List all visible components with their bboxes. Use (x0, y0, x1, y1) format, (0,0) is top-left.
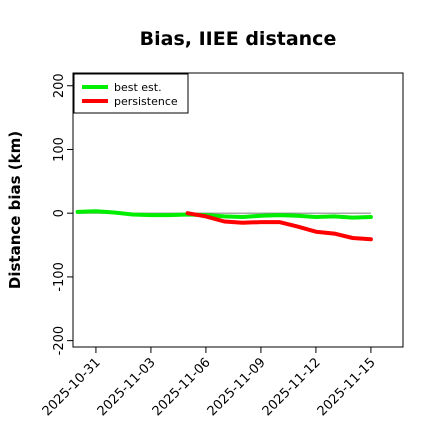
x-tick-label: 2025-11-03 (95, 355, 159, 419)
plot-area (75, 209, 373, 242)
y-tick-label: -100 (52, 262, 67, 292)
y-tick-label: 100 (52, 137, 67, 162)
chart-title: Bias, IIEE distance (140, 28, 337, 50)
y-axis: -200 -100 0 100 200 (52, 73, 73, 355)
x-tick-label: 2025-11-09 (205, 355, 269, 419)
x-axis: 2025-10-312025-11-032025-11-062025-11-09… (40, 347, 379, 419)
series-line-persistence (185, 211, 373, 242)
legend-box (73, 73, 189, 114)
x-tick-label: 2025-11-12 (260, 355, 324, 419)
x-tick-label: 2025-10-31 (40, 355, 104, 419)
legend-label-best-est: best est. (114, 81, 162, 94)
plot-frame (72, 72, 404, 348)
y-tick-label: -200 (52, 326, 67, 356)
legend-label-persistence: persistence (114, 95, 178, 108)
series-line-best-est (75, 209, 373, 220)
legend: best est.persistence (73, 73, 189, 114)
y-axis-label: Distance bias (km) (6, 131, 24, 289)
y-tick-label: 0 (52, 209, 67, 217)
y-tick-label: 200 (52, 73, 67, 98)
x-tick-label: 2025-11-06 (150, 355, 214, 419)
x-tick-label: 2025-11-15 (315, 355, 379, 419)
